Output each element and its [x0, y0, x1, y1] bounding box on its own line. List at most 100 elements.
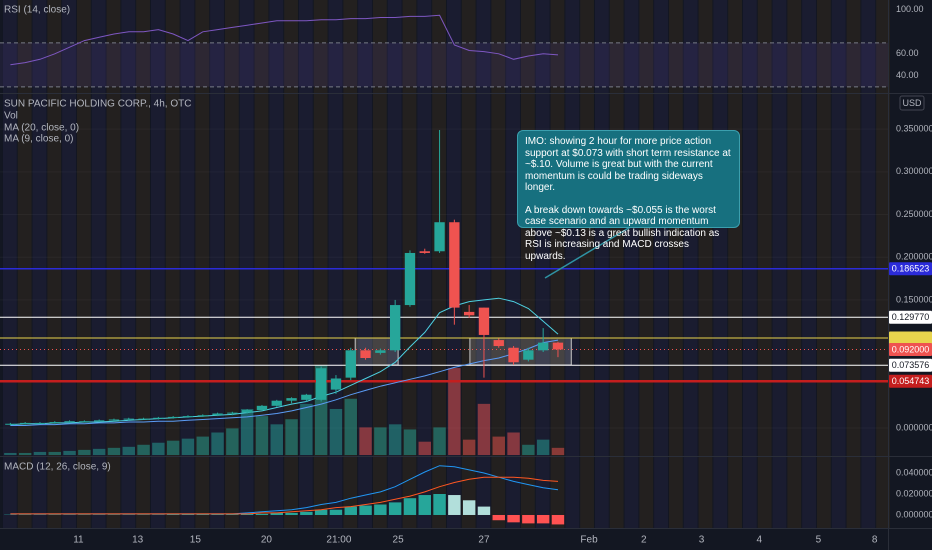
session-band [387, 0, 402, 528]
volume-bar [536, 439, 550, 455]
x-tick-label: 4 [756, 535, 762, 546]
volume-bar [403, 429, 417, 455]
y-tick-label: 0.250000 [896, 209, 932, 219]
candle-body [49, 422, 60, 424]
session-band [432, 0, 446, 528]
labels: RSI (14, close) SUN PACIFIC HOLDING CORP… [4, 4, 932, 546]
session-band [150, 0, 165, 528]
y-tick-label: 60.00 [896, 48, 919, 58]
session-band [506, 0, 520, 528]
annotation-text: A break down towards ~$0.055 is the wors… [525, 204, 720, 262]
macd-histogram-bar [433, 493, 446, 515]
price-tag [889, 310, 932, 324]
session-band [224, 0, 239, 528]
backgrounds [0, 0, 890, 528]
macd-histogram-bar [166, 514, 180, 515]
candle-body [64, 421, 75, 423]
candle-body [375, 350, 386, 353]
session-band [2, 0, 17, 528]
session-band [372, 0, 387, 528]
macd-histogram-bar [211, 514, 224, 515]
ma-legend: MA (9, close, 0) [4, 134, 73, 145]
x-tick-label: 27 [478, 535, 490, 546]
currency: USD [902, 98, 922, 108]
candle-body [34, 422, 46, 424]
candle-body [508, 347, 519, 363]
volume-bar [270, 424, 283, 455]
session-band [358, 0, 372, 528]
volume-bar [240, 408, 254, 455]
annotation-text: IMO: showing 2 hour for more price actio… [525, 136, 731, 193]
session-band [210, 0, 224, 528]
price-tag-label: 0.186523 [892, 264, 930, 274]
price-tag [889, 262, 932, 276]
candle-body [537, 342, 549, 351]
volume-bar [211, 432, 224, 455]
session-band [17, 0, 32, 528]
volume-bar [92, 448, 106, 455]
macd-histogram-bar [522, 514, 535, 524]
candle-body [227, 412, 238, 414]
macd-histogram-bar [403, 498, 417, 515]
macd-histogram-bar [329, 509, 343, 515]
session-band [76, 0, 91, 528]
y-tick-label: 40.00 [896, 70, 919, 80]
volume-bar [477, 403, 491, 455]
macd-title: MACD (12, 26, close, 9) [4, 462, 111, 473]
candle-body [389, 305, 401, 351]
x-tick-label: 15 [190, 535, 202, 546]
y-tick-label: 100.00 [896, 4, 924, 14]
marks [0, 14, 888, 525]
candle-body [153, 417, 164, 419]
candle-body [197, 415, 208, 417]
session-band [491, 0, 506, 528]
candle-body [315, 368, 327, 400]
macd-histogram-bar [314, 509, 328, 515]
session-band [772, 0, 787, 528]
candle-body [138, 418, 149, 420]
volume-bar [166, 440, 180, 455]
candle-body [552, 342, 564, 350]
session-band [831, 0, 846, 528]
x-tick-label: 21:00 [326, 535, 351, 546]
macd-histogram-bar [285, 512, 298, 515]
candle-body [449, 222, 460, 308]
candle-body [241, 410, 253, 413]
price-tag-label: 0.129770 [892, 312, 930, 322]
x-tick-label: 25 [393, 535, 405, 546]
volume-bar [359, 427, 372, 455]
price-tag-label: 0.054743 [892, 376, 930, 386]
macd-histogram-bar [507, 514, 520, 523]
session-band [476, 0, 491, 528]
candle-body [79, 421, 90, 423]
y-tick-label: 0.150000 [896, 294, 932, 304]
candle-body [212, 413, 223, 416]
macd-histogram-bar [492, 514, 505, 521]
price-tag-label: 0.073576 [892, 360, 930, 370]
volume-bar [462, 439, 476, 455]
x-tick-label: 13 [132, 535, 144, 546]
session-band [180, 0, 195, 528]
session-band [417, 0, 432, 528]
callout-pointer [544, 225, 633, 279]
x-tick-label: 8 [872, 535, 878, 546]
candle-body [463, 311, 475, 316]
macd-histogram-bar [240, 513, 254, 515]
candle-body [493, 340, 504, 347]
volume-bar [181, 438, 195, 455]
session-band [91, 0, 106, 528]
macd-histogram-bar [344, 506, 357, 515]
volume-bar [18, 452, 32, 455]
macd-histogram-bar [226, 514, 239, 515]
volume-bar [63, 450, 76, 455]
line [10, 297, 559, 426]
y-tick-label: 0.300000 [896, 166, 932, 176]
session-band [195, 0, 210, 528]
y-tick-label: 0.350000 [896, 124, 932, 134]
session-band [846, 0, 861, 528]
volume-bar [33, 451, 47, 455]
y-tick-label: 0.200000 [896, 252, 932, 262]
volume-bar [448, 368, 461, 455]
